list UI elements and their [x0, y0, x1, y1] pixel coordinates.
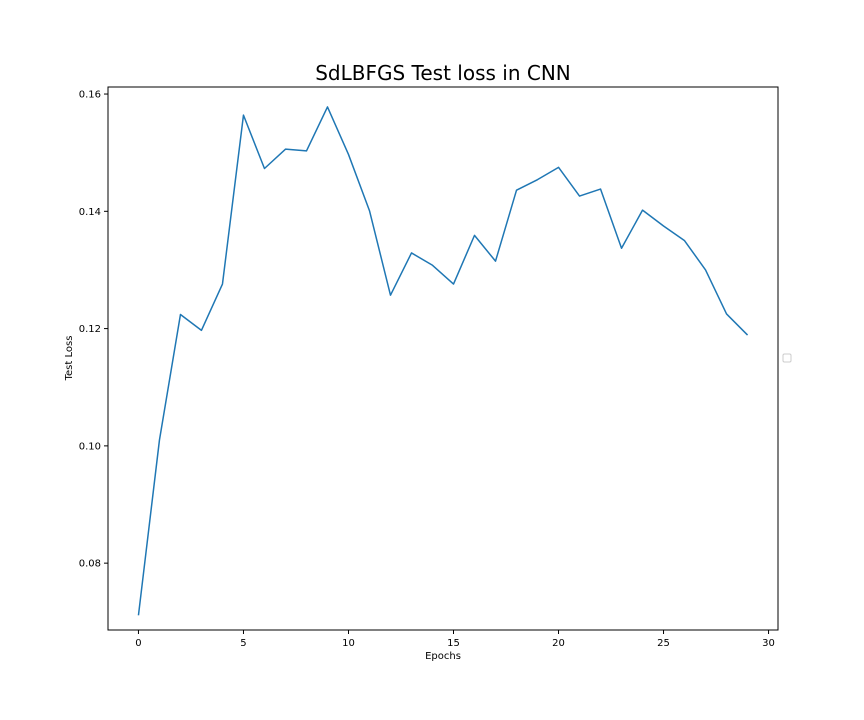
x-tick-label: 10: [342, 638, 355, 649]
x-tick-label: 30: [762, 638, 775, 649]
y-tick-label: 0.12: [79, 324, 101, 335]
y-tick-label: 0.08: [79, 559, 101, 570]
x-tick-label: 0: [135, 638, 141, 649]
x-tick-label: 20: [552, 638, 565, 649]
plot-area: [107, 86, 779, 631]
x-tick-label: 25: [657, 638, 670, 649]
legend-box: [782, 353, 792, 363]
y-tick-label: 0.10: [79, 441, 101, 452]
x-axis: 0 5 10 15 20 25 30: [135, 630, 775, 649]
y-axis-label: Test Loss: [64, 336, 75, 382]
y-axis: 0.08 0.10 0.12 0.14 0.16: [79, 90, 108, 570]
series-line: [137, 106, 749, 616]
y-tick-label: 0.16: [79, 90, 101, 101]
x-tick-label: 5: [240, 638, 246, 649]
chart-title: SdLBFGS Test loss in CNN: [315, 61, 571, 85]
x-tick-label: 15: [447, 638, 460, 649]
y-tick-label: 0.14: [79, 207, 101, 218]
x-axis-label: Epochs: [425, 651, 461, 662]
